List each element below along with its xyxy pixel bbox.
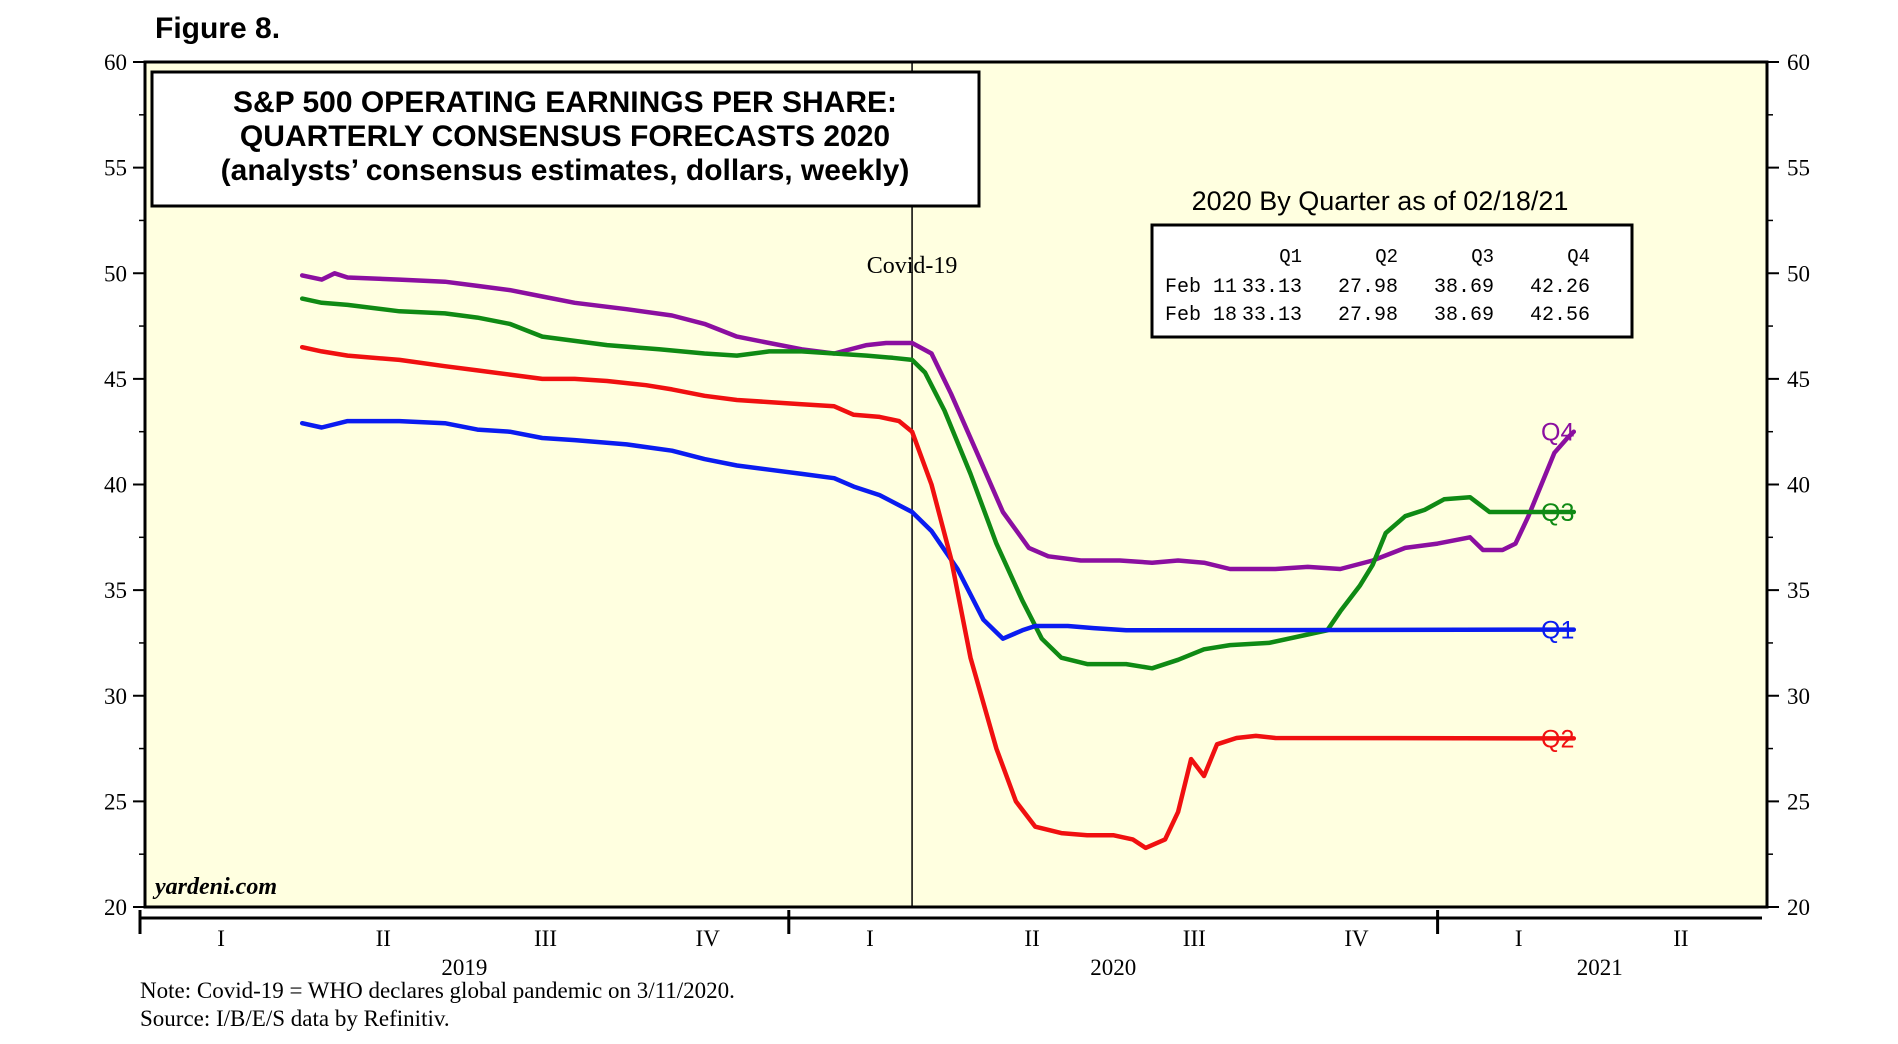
series-label-q2: Q2 <box>1541 725 1574 753</box>
chart-title-line-3: (analysts’ consensus estimates, dollars,… <box>221 154 910 187</box>
inset-table-cell: 27.98 <box>1338 304 1398 327</box>
inset-table-box <box>1150 223 1634 339</box>
series-label-q3: Q3 <box>1541 499 1574 527</box>
y-tick-label-right: 55 <box>1787 156 1810 181</box>
x-quarter-label: III <box>1183 926 1206 951</box>
watermark: yardeni.com <box>152 874 277 900</box>
x-year-label: 2019 <box>441 955 487 980</box>
series-line-q3 <box>299 296 1577 671</box>
inset-table-title: 2020 By Quarter as of 02/18/21 <box>1192 186 1569 216</box>
y-tick-label-left: 25 <box>104 789 127 814</box>
note-text: Note: Covid-19 = WHO declares global pan… <box>140 978 735 1003</box>
inset-table-cell: 27.98 <box>1338 276 1398 299</box>
inset-table-header: Q1 <box>1279 246 1302 268</box>
x-quarter-label: III <box>534 926 557 951</box>
inset-table-cell: 33.13 <box>1242 304 1302 327</box>
inset-table-cell: 42.56 <box>1530 304 1590 327</box>
inset-table-header: Q3 <box>1471 246 1494 268</box>
y-tick-label-left: 50 <box>104 261 127 286</box>
x-quarter-label: I <box>1515 926 1523 951</box>
series-line-q4 <box>299 271 1577 572</box>
x-year-label: 2021 <box>1577 955 1623 980</box>
title-box <box>150 70 981 208</box>
inset-table-cell: 38.69 <box>1434 304 1494 327</box>
y-tick-label-right: 25 <box>1787 789 1810 814</box>
series-line-q2 <box>299 344 1577 851</box>
inset-table-cell: 33.13 <box>1242 276 1302 299</box>
x-quarter-label: IV <box>696 926 721 951</box>
y-tick-label-right: 50 <box>1787 261 1810 286</box>
series-line-q1 <box>299 418 1577 641</box>
chart-title-line-2: QUARTERLY CONSENSUS FORECASTS 2020 <box>240 120 890 153</box>
y-tick-label-right: 40 <box>1787 473 1810 498</box>
inset-table-cell: 38.69 <box>1434 276 1494 299</box>
y-tick-label-left: 20 <box>104 895 127 920</box>
y-tick-label-left: 40 <box>104 473 127 498</box>
inset-table-header: Q2 <box>1375 246 1398 268</box>
inset-table-cell: 42.26 <box>1530 276 1590 299</box>
y-tick-label-right: 60 <box>1787 50 1810 75</box>
chart-title-line-1: S&P 500 OPERATING EARNINGS PER SHARE: <box>233 86 897 119</box>
x-quarter-label: I <box>217 926 225 951</box>
covid-event-label: Covid-19 <box>867 253 958 279</box>
y-tick-label-right: 45 <box>1787 367 1810 392</box>
x-year-label: 2020 <box>1090 955 1136 980</box>
x-quarter-label: I <box>866 926 874 951</box>
inset-table-cell: Feb 18 <box>1165 304 1237 327</box>
y-tick-label-left: 55 <box>104 156 127 181</box>
y-tick-label-right: 30 <box>1787 684 1810 709</box>
source-text: Source: I/B/E/S data by Refinitiv. <box>140 1006 450 1031</box>
inset-table-header: Q4 <box>1567 246 1590 268</box>
series-label-q4: Q4 <box>1541 419 1574 447</box>
figure-label: Figure 8. <box>155 12 281 45</box>
y-tick-label-left: 60 <box>104 50 127 75</box>
series-label-q1: Q1 <box>1541 617 1574 645</box>
x-quarter-label: IV <box>1344 926 1369 951</box>
y-tick-label-right: 20 <box>1787 895 1810 920</box>
y-tick-label-left: 45 <box>104 367 127 392</box>
y-tick-label-left: 30 <box>104 684 127 709</box>
y-tick-label-right: 35 <box>1787 578 1810 603</box>
inset-table-cell: Feb 11 <box>1165 276 1237 299</box>
x-quarter-label: II <box>1024 926 1039 951</box>
x-quarter-label: II <box>1673 926 1688 951</box>
y-tick-label-left: 35 <box>104 578 127 603</box>
x-quarter-label: II <box>376 926 391 951</box>
